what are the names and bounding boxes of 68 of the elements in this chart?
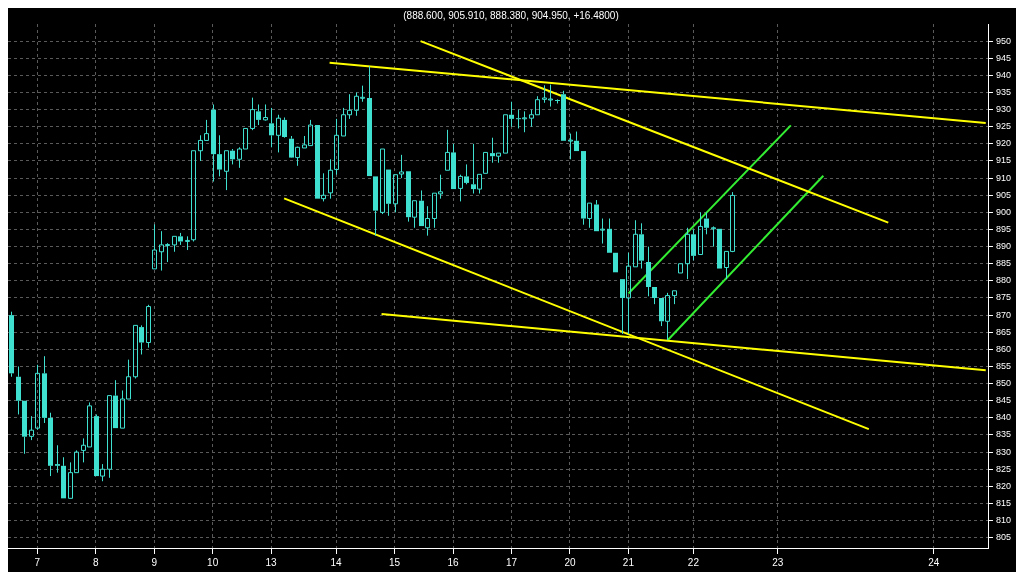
y-tick-label: 870 — [995, 309, 1012, 320]
candlestick — [269, 107, 274, 148]
candlestick — [48, 412, 53, 477]
candlestick — [328, 158, 333, 200]
candlestick — [334, 118, 339, 176]
y-tick-label: 925 — [995, 121, 1012, 132]
candlestick — [22, 400, 27, 455]
x-tick-label: 20 — [564, 556, 576, 568]
candlestick — [652, 287, 657, 305]
x-tick-label: 8 — [92, 556, 99, 568]
x-tick-label: 22 — [687, 556, 700, 568]
y-tick-label: 950 — [995, 35, 1012, 46]
y-tick-label: 860 — [995, 343, 1012, 354]
y-tick-label: 805 — [995, 532, 1012, 543]
x-tick-label: 7 — [34, 556, 41, 568]
y-tick-label: 915 — [995, 155, 1012, 166]
x-tick-label: 15 — [388, 556, 401, 568]
x-tick-label: 21 — [622, 556, 635, 568]
x-tick-label: 14 — [330, 556, 343, 568]
candlestick — [373, 176, 378, 237]
candlestick — [367, 65, 372, 177]
y-tick-label: 895 — [995, 223, 1012, 234]
candlestick — [263, 103, 268, 121]
candlestick — [152, 223, 157, 270]
candlestick — [217, 134, 222, 177]
y-tick-label: 845 — [995, 395, 1012, 406]
y-tick-label: 880 — [995, 275, 1012, 286]
candlestick — [646, 246, 651, 297]
y-tick-label: 920 — [995, 138, 1012, 149]
y-tick-label: 900 — [995, 206, 1012, 217]
chart-title: (888.600, 905.910, 888.380, 904.950, +16.4800) — [403, 9, 619, 21]
y-tick-label: 865 — [995, 326, 1012, 337]
candlestick — [61, 456, 66, 499]
x-tick-label: 13 — [265, 556, 278, 568]
y-tick-label: 940 — [995, 69, 1012, 80]
candlestick — [607, 218, 612, 253]
x-tick-label: 23 — [772, 556, 784, 568]
y-tick-label: 885 — [995, 258, 1012, 269]
y-tick-label: 825 — [995, 463, 1012, 474]
candlestick — [211, 103, 216, 183]
y-tick-label: 835 — [995, 429, 1012, 440]
y-tick-label: 850 — [995, 378, 1012, 389]
y-tick-label: 935 — [995, 86, 1012, 97]
x-tick-label: 24 — [928, 556, 940, 568]
y-tick-label: 830 — [995, 446, 1012, 457]
y-tick-label: 810 — [995, 515, 1012, 526]
y-tick-label: 910 — [995, 172, 1012, 183]
candlestick — [29, 415, 34, 441]
candlestick — [185, 235, 190, 251]
candlestick — [711, 227, 716, 248]
y-tick-label: 820 — [995, 480, 1012, 491]
y-tick-label: 890 — [995, 241, 1012, 252]
x-tick-label: 9 — [151, 556, 158, 568]
x-tick-label: 17 — [505, 556, 518, 568]
candlestick — [35, 364, 40, 431]
candlestick — [9, 311, 14, 378]
y-tick-label: 905 — [995, 189, 1012, 200]
x-tick-label: 16 — [447, 556, 460, 568]
y-tick-label: 875 — [995, 292, 1012, 303]
y-tick-label: 930 — [995, 104, 1012, 115]
candlestick — [42, 355, 47, 424]
y-tick-label: 815 — [995, 497, 1012, 508]
x-tick-label: 10 — [207, 556, 219, 568]
candlestick — [16, 365, 21, 415]
y-tick-label: 840 — [995, 412, 1012, 423]
candlestick — [55, 444, 60, 474]
y-tick-label: 945 — [995, 52, 1012, 63]
y-tick-label: 855 — [995, 360, 1012, 371]
